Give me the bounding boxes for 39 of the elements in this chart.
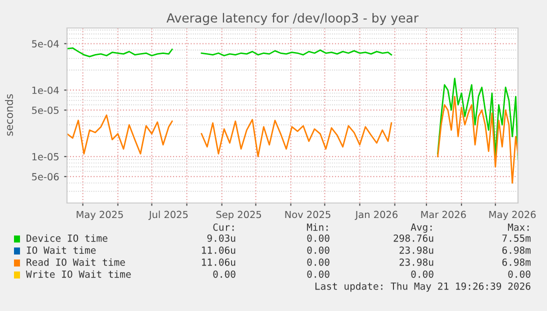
- text: 0.00: [307, 234, 330, 242]
- text: 298.76u: [394, 234, 434, 242]
- text: 0.00: [307, 246, 330, 254]
- y-axis-title: seconds: [4, 94, 14, 136]
- y-tick-label: 5e-05: [32, 106, 59, 114]
- text: Cur:: [213, 223, 234, 231]
- y-tick-label: 1e-05: [32, 153, 59, 160]
- text: 23.98u: [400, 258, 434, 266]
- x-tick-label: Jan 2026: [354, 210, 398, 220]
- x-tick-label: May 2025: [76, 210, 123, 220]
- chart-title: Average latency for /dev/loop3 - by year: [166, 12, 419, 26]
- legend-label: Read IO Wait time: [26, 258, 125, 266]
- x-tick-label: Jul 2025: [148, 210, 188, 220]
- x-tick-label: Mar 2026: [421, 210, 466, 218]
- text: 6.98m: [502, 258, 531, 266]
- y-tick-label: 5e-06: [32, 173, 59, 180]
- legend-label: IO Wait time: [26, 246, 96, 254]
- text: 23.98u: [400, 246, 434, 254]
- text: 0.00: [307, 258, 330, 266]
- text: 9.03u: [207, 234, 236, 242]
- legend-label: Device IO time: [26, 234, 108, 242]
- y-tick-label: 5e-04: [32, 40, 59, 48]
- text: Min:: [306, 223, 328, 231]
- x-tick-label: Sep 2025: [216, 210, 262, 220]
- text: 0.00: [213, 270, 236, 278]
- text: 0.00: [508, 270, 530, 278]
- x-tick-label: Nov 2025: [285, 210, 330, 218]
- text: Last update: Thu May 21 19:26:39 2026: [315, 282, 530, 292]
- text: 6.98m: [502, 246, 531, 254]
- text: Max:: [508, 224, 529, 231]
- text: 11.06u: [202, 258, 236, 266]
- y-tick-label: 1e-04: [32, 86, 59, 94]
- text: Avg:: [410, 224, 432, 233]
- x-tick-label: May 2026: [489, 210, 536, 220]
- text: 7.55m: [502, 234, 531, 242]
- text: 0.00: [411, 270, 434, 278]
- text: 0.00: [307, 270, 330, 278]
- legend-label: Write IO Wait time: [26, 270, 131, 278]
- text: 11.06u: [202, 246, 236, 254]
